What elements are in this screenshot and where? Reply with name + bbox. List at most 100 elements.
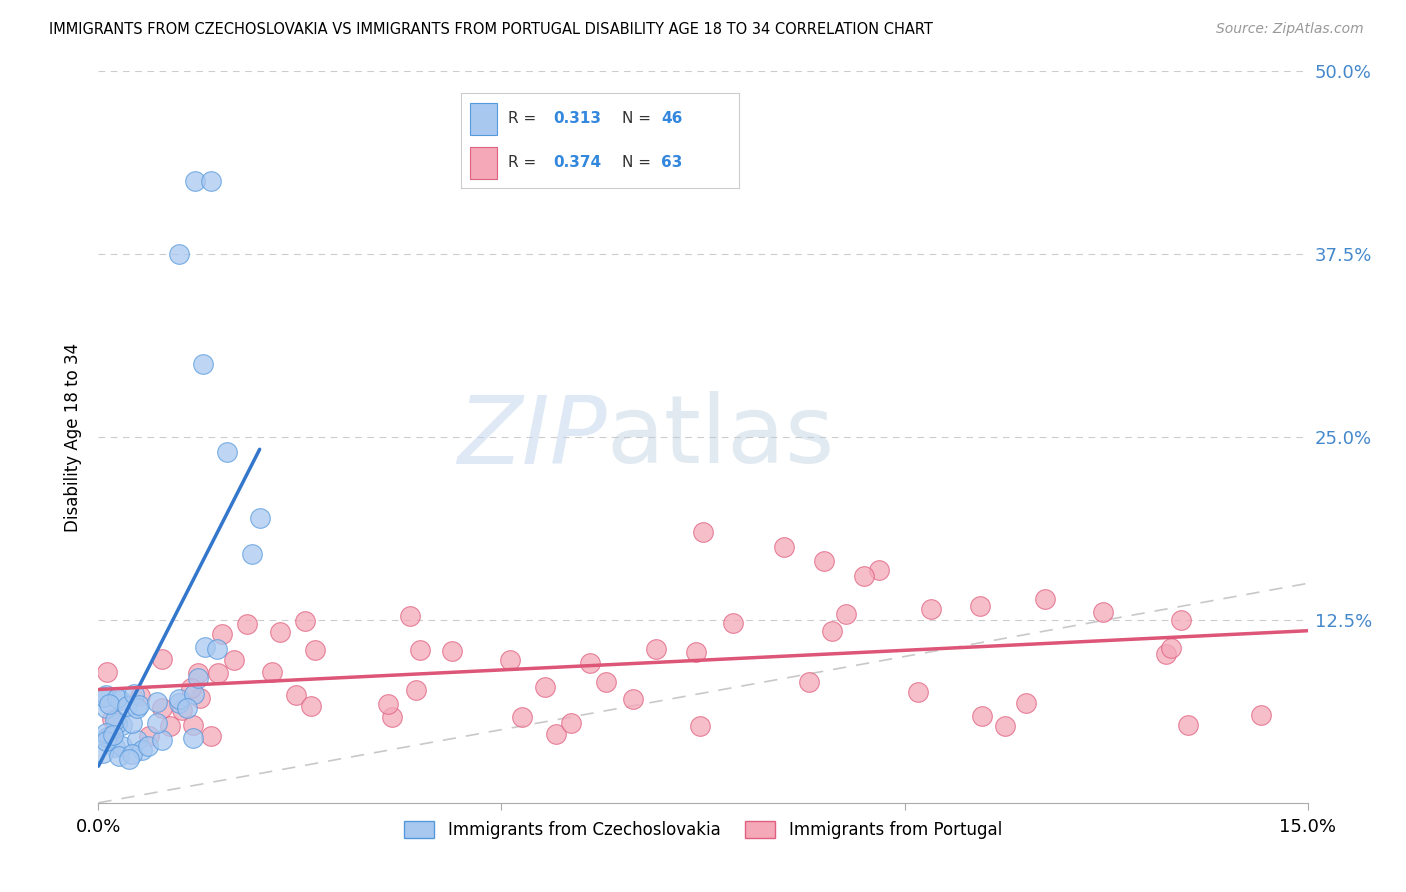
Point (685, 645, 707, 659)
Point (103, 739, 125, 754)
Point (101, 728, 124, 742)
Point (93, 690, 115, 704)
Point (146, 716, 169, 731)
Point (1170, 613, 1192, 627)
Point (723, 615, 745, 630)
Point (138, 729, 160, 743)
Point (217, 444, 239, 458)
Point (207, 665, 229, 680)
Point (405, 683, 427, 698)
Point (187, 671, 209, 685)
Point (110, 717, 132, 731)
Point (121, 747, 143, 761)
Point (772, 540, 794, 554)
Point (131, 742, 153, 756)
Point (236, 616, 259, 631)
Point (188, 691, 211, 706)
Point (150, 701, 173, 715)
Point (907, 685, 929, 699)
Point (98, 729, 121, 743)
Point (125, 733, 148, 747)
Point (108, 693, 131, 707)
Point (689, 718, 711, 732)
Point (645, 641, 668, 656)
Point (105, 691, 128, 706)
Point (167, 247, 190, 261)
Point (127, 701, 149, 715)
Point (381, 710, 404, 724)
Point (128, 698, 150, 713)
Point (260, 665, 283, 679)
Point (546, 727, 568, 741)
Point (159, 719, 181, 733)
Point (145, 695, 167, 709)
Point (98, 731, 121, 746)
Point (183, 687, 205, 701)
Point (96, 731, 118, 745)
Point (91, 746, 114, 760)
Point (1250, 707, 1272, 722)
Point (200, 729, 222, 743)
Point (124, 687, 146, 701)
Point (224, 653, 246, 667)
Point (94, 734, 117, 748)
Point (398, 608, 420, 623)
Point (121, 716, 143, 731)
Text: IMMIGRANTS FROM CZECHOSLOVAKIA VS IMMIGRANTS FROM PORTUGAL DISABILITY AGE 18 TO : IMMIGRANTS FROM CZECHOSLOVAKIA VS IMMIGR… (49, 22, 934, 37)
Point (821, 624, 844, 638)
Point (187, 665, 209, 680)
Point (150, 733, 173, 747)
Point (200, 174, 222, 188)
Point (97, 698, 120, 712)
Point (94, 701, 117, 715)
Point (167, 696, 190, 710)
Point (183, 718, 205, 732)
Point (269, 625, 291, 640)
Point (813, 554, 835, 568)
Point (205, 642, 228, 657)
Text: Source: ZipAtlas.com: Source: ZipAtlas.com (1216, 22, 1364, 37)
Point (100, 712, 122, 726)
Point (115, 699, 138, 714)
Point (920, 602, 942, 616)
Point (94, 688, 117, 702)
Point (799, 675, 821, 690)
Point (129, 689, 152, 703)
Point (969, 599, 991, 613)
Point (105, 715, 128, 730)
Point (510, 710, 533, 724)
Point (294, 614, 316, 628)
Point (499, 653, 522, 667)
Point (211, 627, 233, 641)
Point (169, 692, 191, 706)
Point (111, 739, 134, 753)
Point (172, 702, 194, 716)
Point (692, 525, 714, 540)
Point (1154, 648, 1177, 662)
Point (181, 731, 204, 745)
Point (1035, 592, 1057, 607)
Point (180, 681, 202, 695)
Point (184, 174, 207, 188)
Point (560, 716, 582, 731)
Point (440, 644, 463, 658)
Point (150, 652, 173, 666)
Text: atlas: atlas (606, 391, 835, 483)
Point (94, 726, 117, 740)
Point (108, 748, 131, 763)
Point (96, 665, 118, 679)
Point (103, 713, 125, 727)
Point (835, 607, 858, 621)
Point (285, 688, 308, 702)
Y-axis label: Disability Age 18 to 34: Disability Age 18 to 34 (65, 343, 83, 532)
Point (136, 739, 159, 753)
Point (1092, 605, 1115, 619)
Point (249, 510, 271, 524)
Point (299, 698, 322, 713)
Point (578, 656, 600, 670)
Point (534, 681, 557, 695)
Point (1160, 640, 1182, 655)
Point (994, 719, 1017, 733)
Point (176, 701, 198, 715)
Point (1177, 718, 1199, 732)
